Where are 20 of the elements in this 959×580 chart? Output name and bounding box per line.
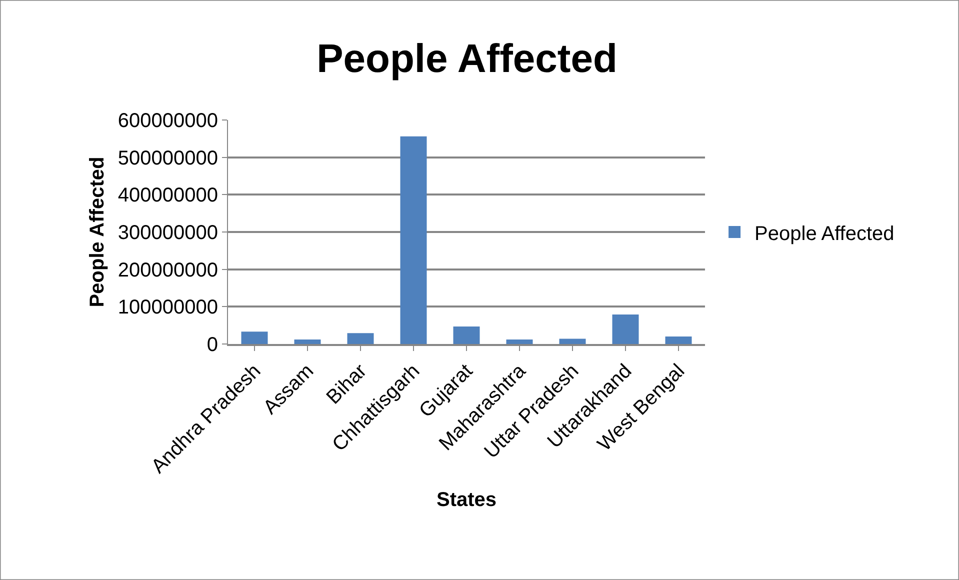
y-tick-label: 200000000 [118,259,218,282]
bar [400,136,427,344]
bar [347,333,374,344]
bar [665,336,692,344]
legend-label: People Affected [754,222,894,245]
bar [294,340,321,344]
y-tick-label: 100000000 [118,296,218,319]
y-tick-label: 500000000 [118,147,218,170]
y-tick-label: 300000000 [118,222,218,244]
chart-title: People Affected [316,37,618,81]
bar [453,326,480,344]
bar [559,338,586,344]
bar [241,332,268,344]
y-tick-label: 600000000 [118,110,218,132]
y-tick-label: 0 [206,334,218,356]
y-axis-title: People Affected [86,156,108,308]
bar [612,314,639,344]
y-tick-label: 400000000 [118,184,218,207]
bar [506,340,533,344]
x-axis-title: States [436,488,497,511]
